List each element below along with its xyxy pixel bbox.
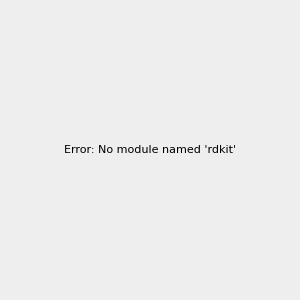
Text: Error: No module named 'rdkit': Error: No module named 'rdkit' <box>64 145 236 155</box>
